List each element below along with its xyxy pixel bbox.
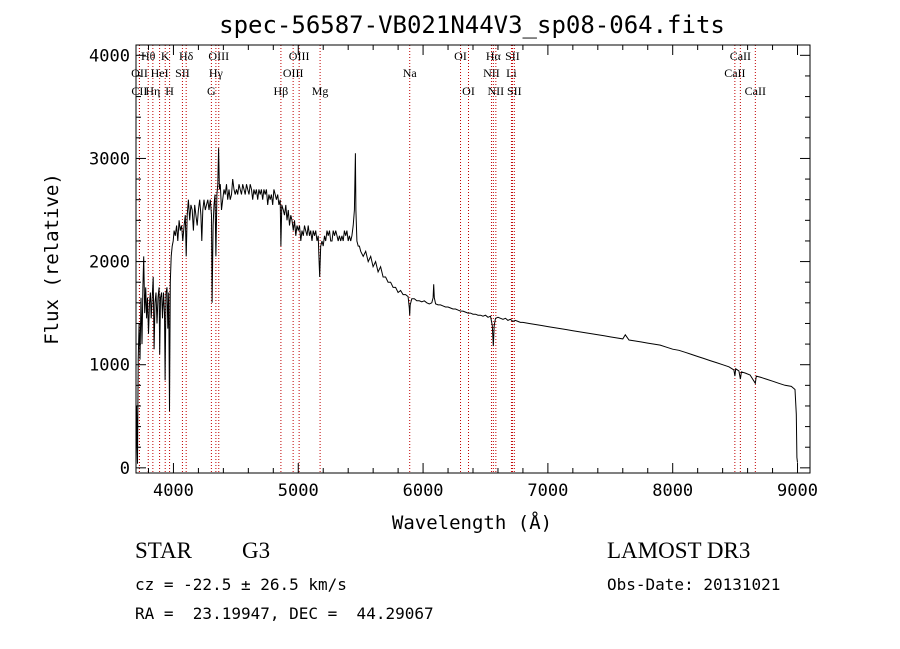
line-label-23: SII: [505, 49, 520, 63]
line-label-18: OI: [462, 84, 475, 98]
spectral-subclass: G3: [242, 538, 271, 563]
y-tick-label-2: 2000: [89, 253, 130, 273]
line-label-19: NII: [483, 66, 500, 80]
spectral-line-labels: CIIOIIHθHηHeIKHSIIHδGHγOIIIHβOIIIOIIIMgN…: [131, 49, 766, 98]
x-tick-label-3: 7000: [527, 481, 568, 501]
line-label-15: Mg: [312, 84, 329, 98]
coordinates: RA = 23.19947, DEC = 44.29067: [135, 604, 434, 623]
line-label-4: HeI: [151, 66, 169, 80]
line-label-26: CaII: [730, 49, 751, 63]
line-label-7: SII: [175, 66, 190, 80]
line-label-12: Hβ: [274, 84, 289, 98]
line-label-6: H: [165, 84, 174, 98]
spectrum-line: [135, 148, 798, 468]
line-label-24: SII: [507, 84, 522, 98]
line-label-27: CaII: [745, 84, 766, 98]
line-label-25: CaII: [724, 66, 745, 80]
line-label-21: NII: [488, 84, 505, 98]
observation-date: Obs-Date: 20131021: [607, 575, 781, 594]
line-label-20: Hα: [486, 49, 502, 63]
y-tick-label-4: 4000: [89, 46, 130, 66]
line-label-22: Li: [506, 66, 517, 80]
line-label-13: OIII: [283, 66, 304, 80]
redshift-value: cz = -22.5 ± 26.5 km/s: [135, 575, 347, 594]
line-label-3: Hη: [145, 84, 160, 98]
y-tick-label-0: 0: [120, 459, 130, 479]
line-label-16: Na: [403, 66, 418, 80]
chart-title: spec-56587-VB021N44V3_sp08-064.fits: [219, 11, 725, 39]
object-class: STAR: [135, 538, 192, 563]
x-tick-label-0: 4000: [153, 481, 194, 501]
line-label-2: Hθ: [141, 49, 156, 63]
y-axis: 0 1000 2000 3000 4000: [89, 46, 810, 479]
line-label-14: OIII: [289, 49, 310, 63]
x-axis: 4000 5000 6000 7000 8000 9000: [147, 45, 818, 501]
x-tick-label-2: 6000: [403, 481, 444, 501]
x-tick-label-5: 9000: [777, 481, 818, 501]
line-label-11: OIII: [208, 49, 229, 63]
y-tick-label-1: 1000: [89, 356, 130, 376]
y-axis-label: Flux (relative): [41, 173, 63, 345]
y-tick-label-3: 3000: [89, 149, 130, 169]
line-label-8: Hδ: [179, 49, 194, 63]
survey-name: LAMOST DR3: [607, 538, 751, 563]
spectral-line-markers: [138, 45, 756, 473]
x-tick-label-1: 5000: [278, 481, 319, 501]
line-label-10: Hγ: [209, 66, 224, 80]
line-label-9: G: [207, 84, 216, 98]
line-label-0: CII: [131, 84, 147, 98]
line-label-17: OI: [454, 49, 467, 63]
x-axis-label: Wavelength (Å): [392, 511, 552, 534]
plot-frame: [135, 44, 811, 474]
x-tick-label-4: 8000: [652, 481, 693, 501]
line-label-1: OII: [131, 66, 148, 80]
line-label-5: K: [161, 49, 170, 63]
